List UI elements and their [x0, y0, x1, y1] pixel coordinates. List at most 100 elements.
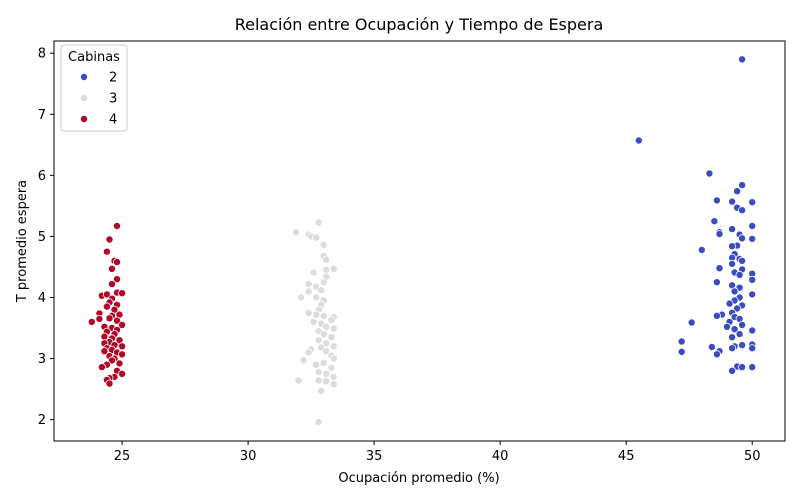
- data-point: [105, 235, 114, 244]
- data-point: [118, 342, 127, 351]
- data-point: [291, 228, 300, 237]
- plot-frame: [53, 40, 786, 442]
- data-point: [329, 354, 338, 363]
- data-point: [102, 290, 111, 299]
- data-point: [723, 322, 732, 331]
- y-tick-label: 7: [38, 108, 46, 123]
- data-point: [113, 221, 122, 230]
- x-tick-label: 45: [618, 449, 635, 464]
- data-point: [322, 265, 331, 274]
- y-axis-label: T promedio espera: [15, 180, 30, 303]
- data-point: [748, 234, 757, 243]
- legend-label: 4: [109, 113, 117, 128]
- x-tick-label: 50: [744, 449, 761, 464]
- data-point: [322, 369, 331, 378]
- data-point: [738, 320, 747, 329]
- y-axis-ticks: 2 3 4 5 6 7 8: [38, 47, 54, 428]
- data-point: [317, 386, 326, 395]
- data-point: [299, 356, 308, 365]
- data-point: [322, 347, 331, 356]
- data-point: [677, 347, 686, 356]
- data-point: [748, 221, 757, 230]
- data-point: [327, 333, 336, 342]
- data-point: [115, 359, 124, 368]
- data-point: [738, 363, 747, 372]
- data-point: [113, 316, 122, 325]
- data-point: [322, 339, 331, 348]
- data-point: [319, 278, 328, 287]
- data-point: [329, 342, 338, 351]
- x-tick-label: 30: [240, 449, 257, 464]
- data-point: [87, 317, 96, 326]
- data-point: [329, 264, 338, 273]
- data-point: [710, 217, 719, 226]
- data-point: [105, 314, 114, 323]
- data-point: [730, 325, 739, 334]
- data-point: [314, 367, 323, 376]
- legend-box: [60, 44, 128, 132]
- y-tick-label: 4: [38, 291, 46, 306]
- data-point: [697, 245, 706, 254]
- data-point: [108, 356, 117, 365]
- data-point: [748, 290, 757, 299]
- data-point: [314, 336, 323, 345]
- data-point: [312, 293, 321, 302]
- data-point: [118, 289, 127, 298]
- data-point: [733, 304, 742, 313]
- data-point: [712, 278, 721, 287]
- data-point: [312, 360, 321, 369]
- y-tick-label: 3: [38, 352, 46, 367]
- data-point: [738, 55, 747, 64]
- y-tick-label: 8: [38, 47, 46, 62]
- data-point: [329, 372, 338, 381]
- data-point: [319, 311, 328, 320]
- data-point: [748, 198, 757, 207]
- legend-label: 2: [109, 71, 117, 86]
- x-axis-ticks: 25 30 35 40 45 50: [114, 441, 761, 464]
- data-point: [118, 320, 127, 329]
- data-point: [728, 242, 737, 251]
- data-point: [712, 311, 721, 320]
- data-point: [118, 369, 127, 378]
- data-point: [304, 280, 313, 289]
- data-point: [738, 206, 747, 215]
- legend-marker: [80, 115, 89, 124]
- data-point: [118, 350, 127, 359]
- data-point: [735, 330, 744, 339]
- data-point: [296, 293, 305, 302]
- data-point: [304, 308, 313, 317]
- x-tick-label: 35: [366, 449, 383, 464]
- data-point: [319, 330, 328, 339]
- data-point: [728, 344, 737, 353]
- data-point: [738, 341, 747, 350]
- data-point: [314, 218, 323, 227]
- data-point: [322, 377, 331, 386]
- data-point: [322, 255, 331, 264]
- data-point: [748, 363, 757, 372]
- data-point: [105, 379, 114, 388]
- legend-title: Cabinas: [68, 50, 120, 65]
- data-point: [735, 270, 744, 279]
- data-point: [738, 181, 747, 190]
- data-point: [715, 264, 724, 273]
- data-point: [634, 136, 643, 145]
- data-point: [108, 280, 117, 289]
- data-point: [312, 233, 321, 242]
- data-point: [707, 342, 716, 351]
- data-point: [102, 302, 111, 311]
- data-point: [329, 380, 338, 389]
- y-tick-label: 2: [38, 413, 46, 428]
- data-point: [95, 314, 104, 323]
- data-point: [712, 196, 721, 205]
- data-point: [319, 240, 328, 249]
- data-point: [725, 299, 734, 308]
- data-point: [728, 366, 737, 375]
- data-point: [100, 347, 109, 356]
- data-point: [748, 326, 757, 335]
- data-point: [309, 317, 318, 326]
- data-point: [304, 287, 313, 296]
- data-point: [294, 376, 303, 385]
- legend-label: 3: [109, 92, 117, 107]
- data-point: [712, 350, 721, 359]
- data-point: [728, 333, 737, 342]
